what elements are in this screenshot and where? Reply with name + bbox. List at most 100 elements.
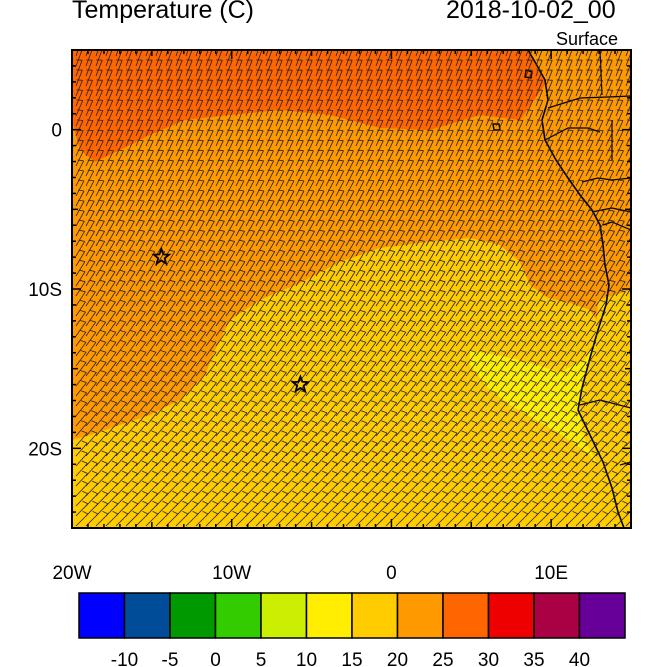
wind-barb-flag [209, 330, 217, 333]
wind-barb [555, 382, 567, 397]
wind-barb [355, 402, 368, 417]
wind-barb [345, 60, 353, 77]
wind-barb-flag [180, 380, 187, 383]
wind-barb-flag [307, 119, 314, 121]
wind-barb [345, 251, 356, 267]
wind-barb [545, 453, 558, 467]
wind-barb-flag [207, 169, 214, 172]
wind-barb-flag [359, 299, 366, 303]
wind-barb [265, 463, 278, 477]
wind-barb-flag [98, 199, 105, 202]
wind-barb [365, 453, 378, 467]
wind-barb-flag [601, 460, 608, 464]
level-label: Surface [556, 29, 619, 49]
wind-barb-flag [219, 299, 226, 303]
wind-barb [615, 231, 625, 247]
wind-barb-flag [319, 259, 326, 262]
wind-barb [85, 170, 95, 187]
wind-barb [275, 190, 285, 207]
wind-barb [295, 231, 305, 247]
wind-barb-flag [550, 340, 557, 343]
wind-barb-flag [519, 310, 526, 313]
wind-barb [275, 70, 283, 87]
wind-barb-flag [127, 179, 134, 182]
wind-barb-flag [87, 179, 94, 182]
wind-barb [185, 90, 193, 107]
wind-barb [75, 200, 85, 217]
wind-barb-flag [487, 169, 494, 172]
wind-barb [305, 463, 318, 477]
wind-barb [245, 251, 256, 267]
wind-barb-flag [120, 380, 127, 383]
wind-barb [185, 200, 195, 217]
wind-barb [445, 110, 454, 127]
wind-barb [125, 311, 136, 327]
wind-barb [195, 453, 208, 467]
wind-barb [95, 372, 107, 387]
wind-barb [485, 382, 497, 397]
wind-barb [285, 463, 298, 477]
wind-barb-flag [398, 199, 405, 202]
wind-barb-flag [609, 259, 616, 262]
wind-barb [305, 180, 315, 197]
wind-barb-flag [347, 169, 354, 172]
wind-barb [125, 382, 137, 397]
wind-barb [585, 50, 593, 67]
wind-barb-flag [208, 189, 215, 192]
wind-barb [95, 321, 107, 337]
wind-barb-flag [331, 450, 338, 454]
wind-barb [225, 130, 234, 147]
wind-barb-flag [617, 129, 624, 131]
wind-barb [615, 190, 625, 207]
wind-barb [415, 422, 428, 437]
wind-barb-flag [386, 99, 393, 101]
wind-barb [335, 432, 348, 447]
wind-barb-flag [576, 99, 583, 101]
wind-barb [475, 180, 485, 197]
wind-barb [85, 251, 96, 267]
wind-barb [475, 90, 483, 107]
wind-barb-flag [170, 340, 177, 343]
wind-barb-flag [368, 209, 375, 212]
wind-barb-flag [437, 139, 444, 142]
wind-barb [535, 211, 545, 227]
wind-barb [605, 160, 614, 177]
wind-barb [495, 80, 503, 97]
wind-barb [505, 271, 516, 287]
wind-barb [605, 211, 615, 227]
wind-barb-flag [410, 340, 417, 343]
wind-barb [365, 412, 378, 427]
wind-barb [475, 140, 484, 157]
wind-barb-flag [339, 269, 346, 272]
wind-barb [225, 362, 237, 377]
wind-barb [265, 422, 278, 437]
wind-barb-flag [139, 289, 146, 293]
wind-barb-flag [619, 310, 626, 313]
wind-barb-flag [480, 380, 487, 383]
wind-barb-flag [311, 450, 318, 454]
wind-barb-flag [497, 179, 504, 182]
wind-barb-flag [119, 310, 126, 313]
wind-barb [435, 80, 443, 97]
wind-barb [595, 100, 604, 117]
wind-barb-flag [451, 420, 458, 424]
wind-barb-flag [196, 109, 203, 111]
wind-barb [415, 341, 427, 357]
wind-barb-flag [271, 470, 278, 474]
wind-barb [135, 140, 144, 157]
wind-barb-flag [237, 179, 244, 182]
wind-barb-flag [621, 430, 628, 434]
wind-barb-flag [410, 380, 417, 383]
wind-barb [355, 352, 367, 367]
wind-barb-flag [199, 299, 206, 303]
wind-barb-flag [609, 269, 616, 272]
wind-barb-flag [247, 149, 254, 152]
wind-barb-flag [208, 239, 215, 242]
wind-barb [495, 382, 507, 397]
wind-barb [345, 170, 355, 187]
wind-barb-flag [597, 169, 604, 172]
wind-barb-flag [357, 159, 364, 162]
wind-barb-flag [581, 420, 588, 424]
wind-barb-flag [469, 259, 476, 262]
wind-barb [545, 90, 553, 107]
